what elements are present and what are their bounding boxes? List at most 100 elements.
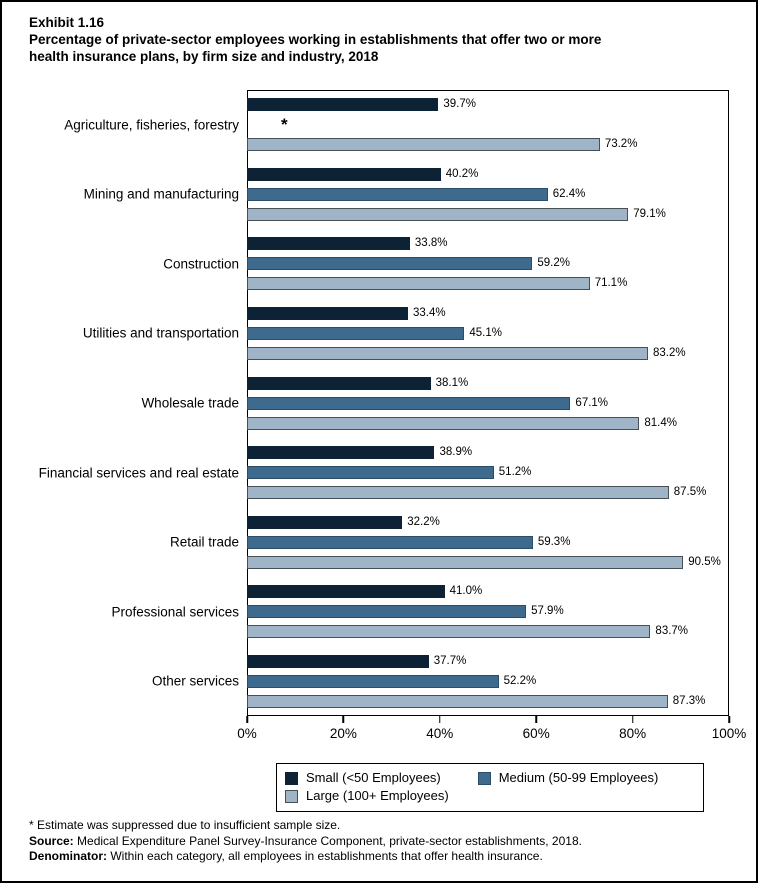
- bar-row-large: 81.4%: [247, 416, 729, 430]
- bar-small: [247, 167, 441, 181]
- bar-row-small: 32.2%: [247, 515, 729, 529]
- value-label: 40.2%: [445, 167, 479, 180]
- bar-medium: [247, 396, 571, 410]
- x-axis: 0% 20% 40% 60% 80% 100%: [237, 716, 746, 756]
- x-axis-tick: [439, 716, 441, 723]
- footnote-denominator: Denominator: Within each category, all e…: [29, 849, 739, 865]
- denominator-text: Within each category, all employees in e…: [110, 849, 543, 863]
- x-axis-tick-label: 20%: [329, 726, 357, 741]
- value-label: 90.5%: [688, 555, 721, 568]
- value-label: 37.7%: [433, 654, 467, 667]
- bar-row-medium: 45.1%: [247, 326, 729, 340]
- bar-medium: [247, 466, 494, 480]
- footnotes: * Estimate was suppressed due to insuffi…: [29, 818, 739, 865]
- value-label: 83.7%: [655, 625, 689, 638]
- bar-row-medium: 59.2%: [247, 257, 729, 271]
- bar-large: [247, 277, 590, 291]
- category-group: Mining and manufacturing 40.2% 62.4% 79.1%: [84, 160, 729, 230]
- bar-small: [247, 98, 439, 112]
- value-label: 73.2%: [604, 138, 638, 151]
- legend: Small (<50 Employees) Medium (50-99 Emplo…: [276, 763, 704, 812]
- category-label: Agriculture, fisheries, forestry: [64, 117, 239, 133]
- x-axis-tick-label: 60%: [522, 726, 550, 741]
- bar-small: [247, 654, 429, 668]
- bar-row-large: 73.2%: [247, 138, 729, 152]
- value-label: 45.1%: [469, 326, 502, 339]
- bar-large: [247, 555, 684, 569]
- bar-row-medium: 51.2%: [247, 466, 729, 480]
- legend-swatch-large: [285, 789, 298, 803]
- category-label: Other services: [151, 673, 239, 689]
- chart-title-line2: health insurance plans, by firm size and…: [29, 49, 379, 64]
- category-group: Professional services 41.0% 57.9% 83.7%: [111, 577, 729, 647]
- title-block: Exhibit 1.16 Percentage of private-secto…: [29, 14, 729, 65]
- value-label: 87.3%: [672, 694, 706, 707]
- x-axis-tick-label: 100%: [711, 726, 747, 741]
- bar-row-large: 87.5%: [247, 486, 729, 500]
- value-label: 33.8%: [414, 237, 448, 250]
- bar-small: [247, 306, 408, 320]
- bar-row-large: 83.2%: [247, 346, 729, 360]
- legend-item-large: Large (100+ Employees): [285, 787, 502, 805]
- exhibit-number: Exhibit 1.16: [29, 15, 105, 30]
- bar-row-small: 33.4%: [247, 306, 729, 320]
- category-label: Professional services: [111, 604, 239, 620]
- bar-row-medium: 62.4%: [247, 187, 729, 201]
- bar-large: [247, 138, 600, 152]
- x-axis-tick: [728, 716, 730, 723]
- bar-row-small: 38.9%: [247, 446, 729, 460]
- legend-swatch-medium: [477, 771, 491, 785]
- bar-row-small: 41.0%: [247, 585, 729, 599]
- bar-row-large: 83.7%: [247, 625, 729, 639]
- category-group: Other services 37.7% 52.2% 87.3%: [152, 647, 729, 717]
- bar-row-medium: 57.9%: [247, 605, 729, 619]
- legend-swatch-small: [285, 771, 298, 785]
- value-label: 32.2%: [407, 515, 440, 528]
- bar-row-small: 40.2%: [247, 167, 729, 181]
- source-text: Medical Expenditure Panel Survey-Insuran…: [77, 833, 582, 848]
- category-group: Utilities and transportation 33.4% 45.1% 83…: [83, 299, 729, 369]
- bar-small: [247, 376, 431, 390]
- value-label: 81.4%: [644, 416, 677, 429]
- legend-label-medium: Medium (50-99 Employees): [498, 770, 659, 785]
- category-label: Utilities and transportation: [82, 325, 239, 341]
- bar-row-small: 39.7%: [247, 98, 729, 112]
- value-label: 39.7%: [443, 98, 476, 111]
- bar-medium: [247, 674, 499, 688]
- category-group: Construction 33.8% 59.2% 71.1%: [163, 229, 729, 299]
- legend-item-small: Small (<50 Employees): [285, 769, 478, 787]
- category-label: Financial services and real estate: [38, 465, 239, 481]
- value-label: 41.0%: [449, 585, 483, 598]
- footnote-suppressed: * Estimate was suppressed due to insuffi…: [29, 818, 341, 832]
- category-label: Retail trade: [169, 534, 239, 550]
- bar-large: [247, 694, 668, 708]
- bar-row-large: 79.1%: [247, 207, 729, 221]
- value-label: 59.3%: [537, 535, 571, 548]
- bar-row-large: 71.1%: [247, 277, 729, 291]
- bar-row-medium: 59.3%: [247, 535, 729, 549]
- bar-small: [247, 237, 410, 251]
- source-label: Source:: [29, 833, 74, 848]
- bar-row-small: 37.7%: [247, 654, 729, 668]
- bar-large: [247, 346, 649, 360]
- category-group: Wholesale trade 38.1% 67.1% 81.4%: [141, 368, 729, 438]
- value-label: 79.1%: [633, 207, 666, 220]
- value-label: 38.9%: [439, 446, 473, 459]
- x-axis-tick-label: 40%: [426, 726, 454, 741]
- value-label: 52.2%: [503, 674, 537, 687]
- value-label: 57.9%: [531, 605, 564, 618]
- x-axis-tick: [342, 716, 345, 723]
- bar-groups: Agriculture, fisheries, forestry 39.7% * 73…: [39, 90, 729, 717]
- chart-title-line1: Percentage of private-sector employees w…: [29, 32, 602, 47]
- bar-row-large: 87.3%: [247, 694, 729, 708]
- category-label: Mining and manufacturing: [83, 186, 239, 202]
- category-group: Agriculture, fisheries, forestry 39.7% * 73…: [64, 90, 729, 160]
- bar-large: [247, 416, 640, 430]
- bar-row-medium: 52.2%: [247, 674, 729, 688]
- bar-medium: [247, 257, 533, 271]
- legend-item-medium: Medium (50-99 Employees): [477, 769, 695, 787]
- bar-row-small: 38.1%: [247, 376, 729, 390]
- value-label: 33.4%: [412, 306, 446, 319]
- value-label: 51.2%: [498, 466, 532, 479]
- x-axis-tick-label: 80%: [619, 726, 647, 741]
